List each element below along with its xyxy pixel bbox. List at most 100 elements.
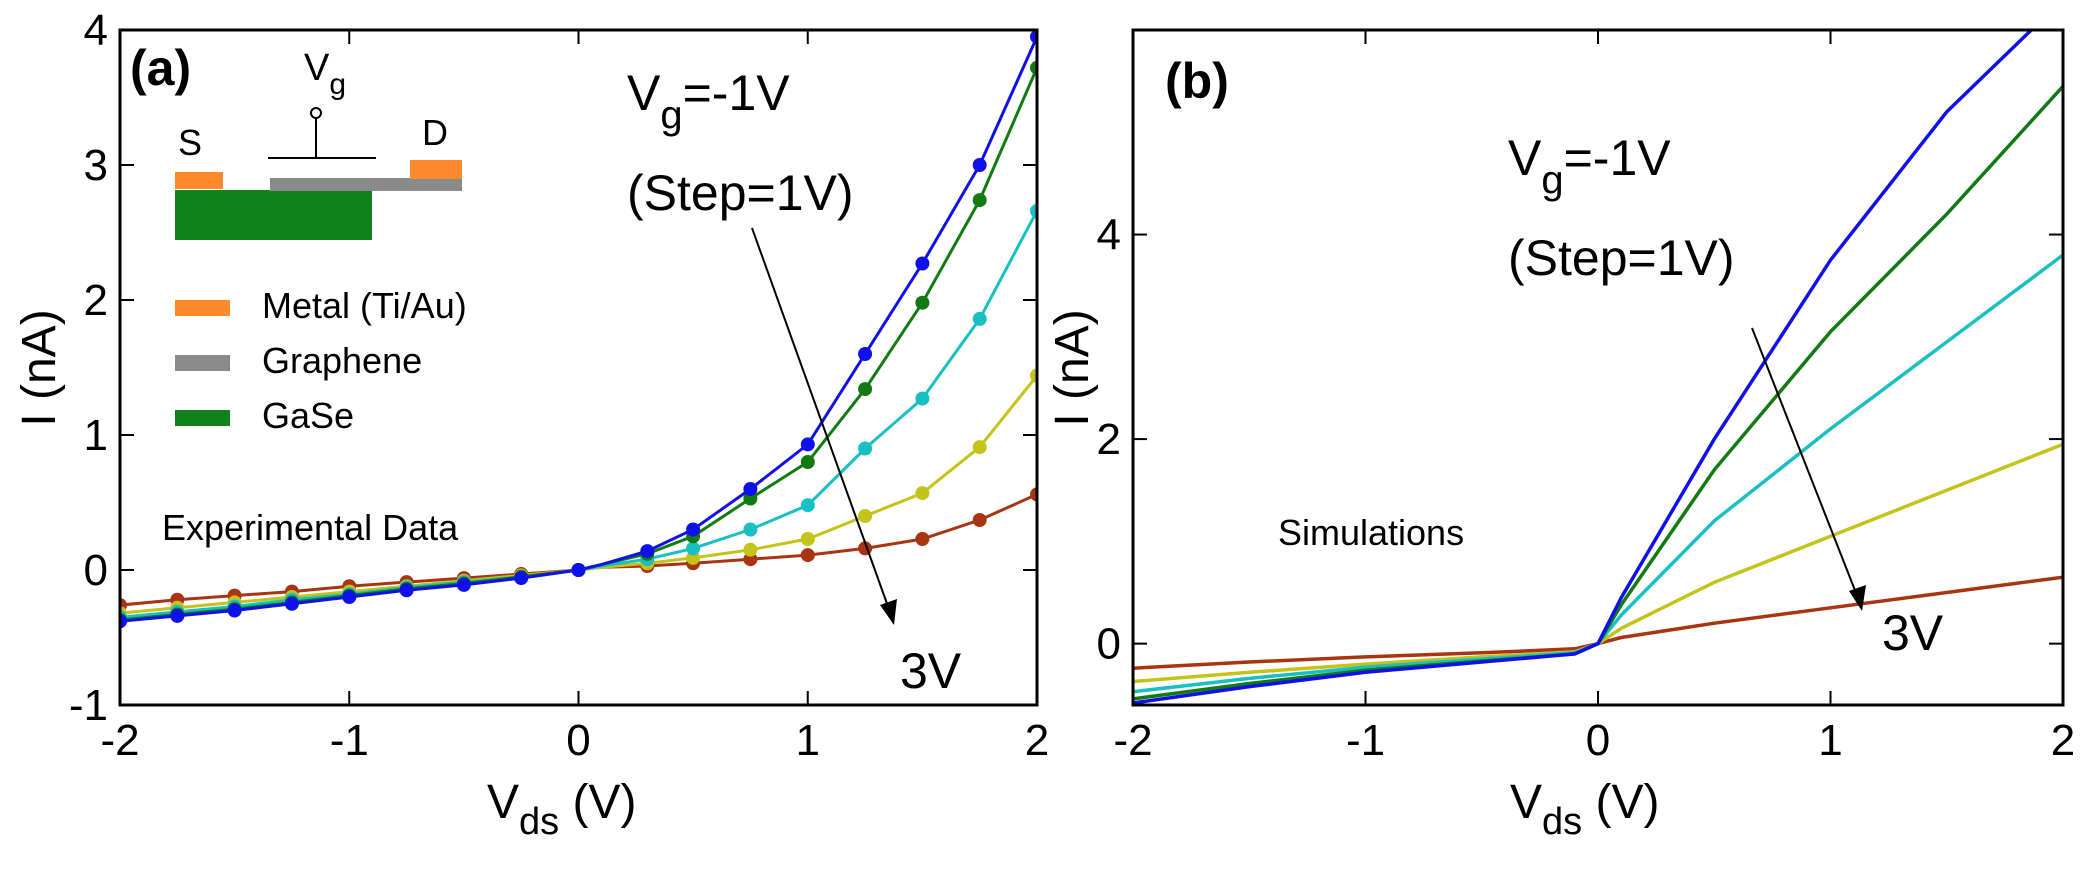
panel-a-series-0-point	[514, 571, 529, 586]
panel-a-series-3-point	[1030, 368, 1037, 383]
inset-source-label: S	[178, 122, 202, 163]
panel-a-series-1-point	[1030, 60, 1037, 75]
panel-b-end-annotation: 3V	[1882, 605, 1944, 661]
panel-b-ticks: -2 -1 0 1 2 0 2 4	[1097, 30, 2075, 765]
panel-a-series-3-point	[743, 542, 758, 557]
panel-b-xtick-label: 0	[1586, 716, 1610, 765]
panel-b-xtick-label: 1	[1818, 716, 1842, 765]
panel-a-series-line-2	[120, 210, 1037, 619]
panel-b-label: (b)	[1165, 53, 1229, 109]
panel-a-xtick-label: -2	[100, 716, 139, 765]
panel-a-series-0-point	[972, 158, 987, 172]
panel-a-data-label: Experimental Data	[162, 507, 459, 548]
legend-label-metal: Metal (Ti/Au)	[262, 285, 467, 326]
panel-a-series-1-point	[972, 193, 987, 208]
panel-a-series-2-point	[1030, 203, 1037, 218]
panel-a-series-2-point	[972, 311, 987, 326]
legend-swatch-metal	[175, 300, 230, 316]
panel-a-series-4-point	[800, 548, 815, 563]
panel-a-series-0-point	[170, 608, 185, 623]
panel-a-series-0-point	[858, 347, 873, 361]
panel-b-arrow-line	[1751, 327, 1859, 599]
legend-label-graphene: Graphene	[262, 340, 422, 381]
panel-a-series-2-point	[743, 522, 758, 537]
panel-a-end-annotation: 3V	[900, 643, 962, 699]
panel-a-series-1-point	[915, 295, 930, 310]
panel-a-series-3-point	[915, 486, 930, 501]
panel-a-series-0-point	[456, 577, 471, 592]
panel-a-series-4-point	[915, 532, 930, 546]
panel-a-series-3-point	[800, 532, 815, 546]
panel-a-series-0-point	[227, 603, 242, 618]
panel-a-xtick-label: 1	[796, 716, 820, 765]
panel-b-series-layer	[1133, 30, 2063, 705]
panel-b-xtick-label: 2	[2051, 716, 2075, 765]
inset-drain-label: D	[422, 112, 448, 153]
panel-a-series-1-point	[858, 382, 873, 397]
panel-a-arrow-line	[751, 227, 891, 613]
panel-a-ytick-label: -1	[69, 681, 108, 730]
panel-a-series-0-point	[399, 583, 414, 598]
inset-gase-layer	[175, 190, 372, 240]
panel-b-step-annotation: (Step=1V)	[1508, 230, 1735, 286]
panel-a-xtick-label: 0	[566, 716, 590, 765]
panel-b-series-line-0	[1133, 30, 2034, 705]
panel-a-ytick-label: 1	[84, 411, 108, 460]
panel-a-series-0-point	[640, 544, 655, 559]
panel-a-label: (a)	[130, 40, 191, 96]
panel-a-series-0-point	[571, 563, 586, 577]
inset-vg-label: Vg	[304, 47, 346, 101]
panel-a-series-2-point	[800, 498, 815, 513]
panel-b-data-label: Simulations	[1278, 512, 1464, 553]
panel-a-ytick-label: 2	[84, 276, 108, 325]
panel-b-xtick-label: -2	[1113, 716, 1152, 765]
panel-a-series-line-3	[120, 374, 1037, 615]
panel-b-arrow-head	[1849, 585, 1866, 611]
panel-b: -2 -1 0 1 2 0 2 4 (b) Simulations Vg=-1V (Step=…	[1046, 28, 2075, 843]
panel-a-series-3-point	[858, 509, 873, 523]
panel-a-series-0-point	[800, 437, 815, 452]
panel-b-plot-area	[1133, 30, 2063, 705]
panel-a-series-0-point	[342, 590, 357, 604]
panel-a-series-2-point	[858, 441, 873, 456]
panel-a-series-line-0	[120, 36, 1037, 623]
panel-a-series-0-point	[915, 256, 930, 271]
panel-a-step-annotation: (Step=1V)	[627, 165, 854, 221]
panel-a-xtick-label: -1	[330, 716, 369, 765]
panel-a-ytick-label: 0	[84, 546, 108, 595]
panel-b-ylabel: I (nA)	[1046, 309, 1099, 426]
inset-drain-contact	[410, 160, 462, 179]
panel-a-ytick-label: 3	[84, 141, 108, 190]
inset-source-contact	[175, 172, 223, 189]
panel-a-series-0-point	[120, 614, 127, 629]
panel-b-vg-annotation: Vg=-1V	[1508, 130, 1671, 202]
panel-b-ytick-label: 0	[1097, 620, 1121, 669]
inset-graphene-layer	[270, 178, 462, 191]
panel-a-series-1-point	[800, 455, 815, 469]
panel-a-series-0-point	[686, 522, 701, 537]
panel-a-ylabel: I (nA)	[13, 309, 66, 426]
panel-a-series-0-point	[743, 482, 758, 496]
legend-swatch-graphene	[175, 355, 230, 371]
legend-swatch-gase	[175, 410, 230, 426]
panel-a-series-layer	[120, 30, 1037, 629]
panel-a-xlabel: Vds (V)	[487, 776, 636, 843]
panel-a-series-3-point	[972, 440, 987, 455]
panel-a-series-0-point	[284, 596, 299, 611]
legend: Metal (Ti/Au) Graphene GaSe	[175, 285, 467, 436]
panel-a-ytick-label: 4	[84, 6, 108, 55]
panel-b-ytick-label: 4	[1097, 211, 1121, 260]
panel-a-series-0-point	[1030, 30, 1037, 44]
panel-a-series-2-point	[915, 391, 930, 406]
panel-a-vg-annotation: Vg=-1V	[627, 65, 790, 137]
panel-b-xtick-label: -1	[1346, 716, 1385, 765]
panel-b-xlabel: Vds (V)	[1510, 776, 1659, 843]
panel-a-series-4-point	[1030, 487, 1037, 502]
panel-a-xtick-label: 2	[1025, 716, 1049, 765]
panel-a-series-2-point	[686, 541, 701, 556]
legend-label-gase: GaSe	[262, 395, 354, 436]
panel-a-series-4-point	[972, 513, 987, 527]
device-inset: Vg S D	[175, 47, 462, 240]
